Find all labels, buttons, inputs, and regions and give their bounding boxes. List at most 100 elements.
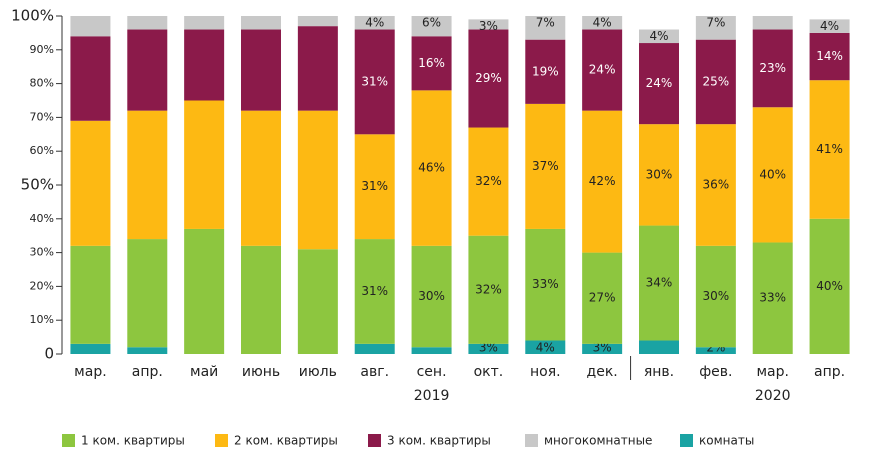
- value-label: 3%: [593, 341, 612, 355]
- bar-segment: [525, 228, 566, 341]
- value-label: 37%: [532, 159, 559, 173]
- bar-segment: [241, 16, 281, 30]
- bar-segment: [639, 124, 679, 226]
- bar-segment: [184, 100, 225, 229]
- bar-segment: [639, 43, 679, 125]
- bar-segment: [127, 29, 168, 111]
- x-tick-label: фев.: [699, 364, 732, 380]
- x-tick-label: май: [190, 364, 218, 380]
- bar-segment: [752, 242, 793, 354]
- legend-swatch: [368, 434, 381, 447]
- legend-label: многокомнатные: [544, 434, 652, 448]
- bar-segment: [354, 343, 395, 354]
- bar-segment: [354, 29, 395, 135]
- bar-segment: [70, 16, 111, 37]
- y-tick-label: 10%: [30, 313, 54, 326]
- y-tick-label: 50%: [21, 176, 54, 194]
- bar-segment: [184, 16, 225, 30]
- legend-label: 1 ком. квартиры: [81, 434, 185, 448]
- bar-segment: [695, 347, 736, 354]
- value-label: 33%: [532, 277, 559, 291]
- value-label: 36%: [703, 178, 730, 192]
- bar-segment: [411, 90, 452, 246]
- bar-segment: [525, 103, 566, 229]
- bar-segment: [127, 16, 168, 30]
- bar-segment: [639, 225, 679, 341]
- bar-segment: [70, 36, 111, 121]
- bar-segment: [468, 19, 509, 30]
- bar-segment: [695, 245, 736, 348]
- bar-segment: [582, 343, 623, 354]
- value-label: 32%: [475, 174, 502, 188]
- value-label: 27%: [589, 291, 616, 305]
- y-tick-label: 90%: [30, 43, 54, 56]
- x-tick-label: мар.: [756, 364, 788, 380]
- value-label: 25%: [703, 74, 730, 88]
- x-tick-label: окт.: [474, 364, 504, 380]
- value-label: 46%: [418, 161, 445, 175]
- x-tick-label: апр.: [132, 364, 163, 380]
- legend-swatch: [525, 434, 538, 447]
- legend-label: 2 ком. квартиры: [234, 434, 338, 448]
- legend-swatch: [680, 434, 693, 447]
- value-label: 41%: [816, 142, 843, 156]
- legend-label: комнаты: [699, 434, 754, 448]
- year-label: 2019: [414, 388, 450, 404]
- bar-segment: [297, 26, 338, 111]
- bar-segment: [241, 29, 281, 111]
- x-tick-label: июнь: [242, 364, 280, 380]
- bar-segment: [184, 29, 225, 101]
- value-label: 29%: [475, 71, 502, 85]
- x-tick-label: дек.: [587, 364, 618, 380]
- bar-segment: [354, 16, 395, 30]
- legend-swatch: [62, 434, 75, 447]
- year-label: 2020: [755, 388, 791, 404]
- bar-segment: [70, 245, 111, 344]
- value-label: 4%: [536, 341, 555, 355]
- x-tick-label: янв.: [644, 364, 674, 380]
- bar-segment: [639, 29, 679, 44]
- value-label: 24%: [589, 63, 616, 77]
- bar-segment: [354, 134, 395, 240]
- value-label: 34%: [646, 276, 673, 290]
- value-label: 31%: [361, 74, 388, 88]
- bar-segment: [525, 39, 566, 104]
- bar-segment: [525, 16, 566, 40]
- value-label: 7%: [536, 16, 555, 30]
- x-tick-label: ноя.: [530, 364, 561, 380]
- value-label: 31%: [361, 284, 388, 298]
- bar-segment: [297, 110, 338, 250]
- y-tick-label: 0: [44, 345, 54, 363]
- bar-segment: [752, 29, 793, 108]
- value-label: 4%: [593, 16, 612, 30]
- bar-segment: [468, 343, 509, 354]
- value-label: 40%: [759, 167, 786, 181]
- x-tick-label: июль: [299, 364, 337, 380]
- value-label: 24%: [646, 76, 673, 90]
- x-tick-label: сен.: [417, 364, 447, 380]
- bar-segment: [411, 245, 452, 348]
- bar-segment: [70, 343, 111, 354]
- value-label: 3%: [479, 341, 498, 355]
- value-label: 30%: [703, 289, 730, 303]
- value-label: 7%: [706, 16, 725, 30]
- value-label: 4%: [820, 19, 839, 33]
- y-tick-label: 100%: [11, 7, 54, 25]
- y-tick-label: 70%: [30, 110, 54, 123]
- value-label: 33%: [759, 291, 786, 305]
- y-tick-label: 60%: [30, 144, 54, 157]
- value-label: 42%: [589, 174, 616, 188]
- y-tick-label: 20%: [30, 279, 54, 292]
- bar-segment: [809, 32, 850, 81]
- y-tick-label: 80%: [30, 77, 54, 90]
- bar-segment: [752, 16, 793, 30]
- value-label: 4%: [649, 29, 668, 43]
- bar-segment: [695, 16, 736, 40]
- bar-segment: [297, 16, 338, 27]
- value-label: 23%: [759, 61, 786, 75]
- value-label: 30%: [418, 289, 445, 303]
- legend-label: 3 ком. квартиры: [387, 434, 491, 448]
- bar-segment: [354, 239, 395, 344]
- bar-segment: [468, 235, 509, 344]
- y-tick-label: 30%: [30, 246, 54, 259]
